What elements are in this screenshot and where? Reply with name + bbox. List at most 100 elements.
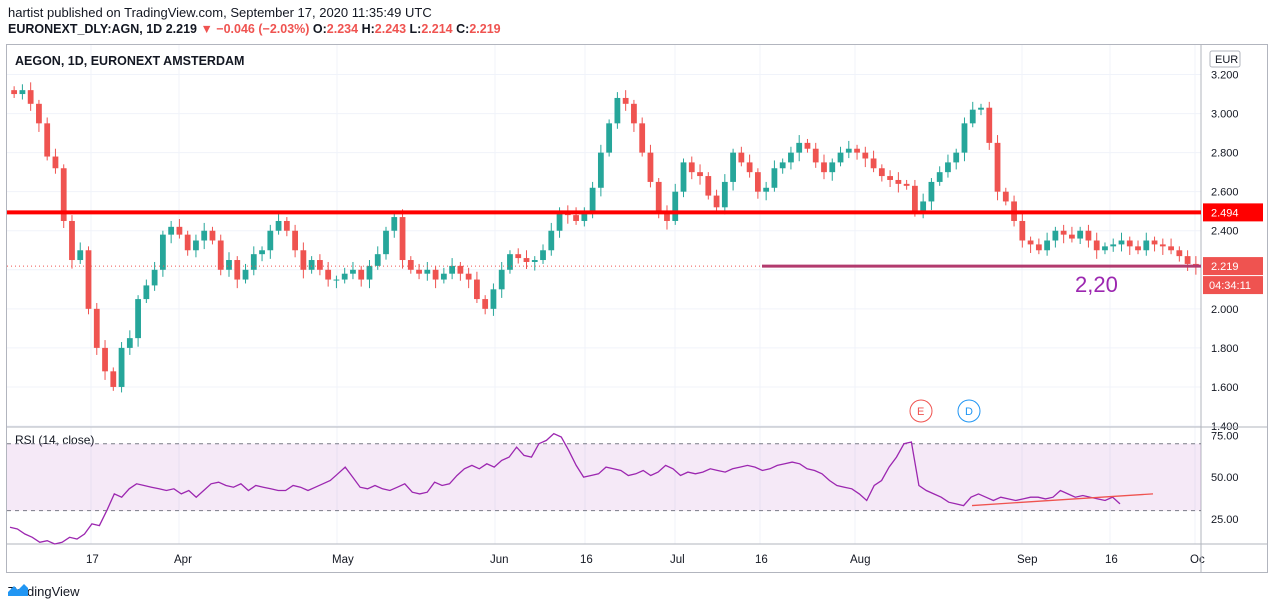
candle-body xyxy=(176,226,183,235)
candle-body xyxy=(1027,240,1034,245)
candle-body xyxy=(118,347,125,387)
candle-body xyxy=(862,152,869,159)
candle-body xyxy=(424,269,431,274)
close-value: 2.219 xyxy=(469,22,501,36)
candle-body xyxy=(622,97,629,104)
time-tick-label: 16 xyxy=(1105,554,1118,566)
last-price: 2.219 xyxy=(165,22,197,36)
candle-body xyxy=(19,90,26,95)
candle-body xyxy=(1044,240,1051,251)
price-tick-label: 2.800 xyxy=(1211,148,1239,160)
candle-body xyxy=(36,103,42,124)
candle-body xyxy=(11,90,18,95)
candle-body xyxy=(474,279,480,300)
candle-body xyxy=(242,269,249,280)
event-marker-label: D xyxy=(965,406,973,418)
candle-body xyxy=(1069,234,1075,239)
candle-body xyxy=(1077,230,1084,239)
chart-title: AEGON, 1D, EURONEXT AMSTERDAM xyxy=(15,54,244,68)
last-price-label xyxy=(1203,257,1263,276)
candle-body xyxy=(581,211,588,221)
candle-body xyxy=(1151,240,1158,245)
chart-container[interactable]: 3.2003.0002.8002.6002.4002.2002.0001.800… xyxy=(6,44,1268,573)
candle-body xyxy=(407,260,414,270)
candle-body xyxy=(1060,230,1067,235)
rsi-tick-label: 25.00 xyxy=(1211,514,1239,526)
candle-body xyxy=(680,162,687,192)
last-price-text: 2.219 xyxy=(1211,261,1239,273)
candle-body xyxy=(168,226,175,235)
time-tick-label: Apr xyxy=(174,554,192,566)
candle-body xyxy=(854,148,860,153)
candle-body xyxy=(1035,244,1042,251)
time-tick-label: Aug xyxy=(850,554,870,566)
candle-body xyxy=(283,220,290,231)
candle-body xyxy=(1118,240,1125,245)
rsi-tick-label: 50.00 xyxy=(1211,472,1239,484)
candle-body xyxy=(193,240,199,251)
candle-body xyxy=(597,152,604,188)
candle-body xyxy=(1143,240,1150,251)
candle-body xyxy=(432,269,439,280)
candle-body xyxy=(738,152,745,163)
candle-body xyxy=(978,107,984,110)
candle-body xyxy=(490,289,497,309)
candle-body xyxy=(143,285,150,300)
candle-body xyxy=(721,181,728,208)
candle-body xyxy=(746,162,753,173)
symbol-label: EURONEXT_DLY:AGN, 1D xyxy=(8,22,163,36)
candle-body xyxy=(383,230,389,255)
resistance-price-text: 2.494 xyxy=(1211,207,1239,219)
candle-body xyxy=(788,152,794,163)
candle-body xyxy=(1102,246,1108,251)
time-tick-label: Sep xyxy=(1017,554,1037,566)
candle-body xyxy=(498,269,505,290)
candle-body xyxy=(217,240,224,270)
chart-svg[interactable]: 3.2003.0002.8002.6002.4002.2002.0001.800… xyxy=(7,45,1267,572)
candle-body xyxy=(151,269,158,286)
candle-body xyxy=(895,179,902,184)
candle-body xyxy=(713,195,720,208)
candle-body xyxy=(292,230,298,251)
candle-body xyxy=(399,217,406,261)
candle-body xyxy=(730,152,736,182)
candle-body xyxy=(333,279,340,281)
candle-body xyxy=(60,168,67,221)
time-tick-label: Jul xyxy=(670,554,685,566)
candle-body xyxy=(986,107,993,143)
high-value: 2.243 xyxy=(374,22,407,36)
candle-body xyxy=(259,250,265,255)
candle-body xyxy=(606,123,613,153)
candle-body xyxy=(829,162,836,173)
rsi-line xyxy=(9,432,1121,545)
candle-body xyxy=(531,260,538,262)
candle-body xyxy=(457,265,464,274)
candle-body xyxy=(771,168,778,188)
candle-body xyxy=(201,230,208,241)
time-tick-label: Jun xyxy=(490,554,509,566)
candle-body xyxy=(308,260,315,270)
candle-body xyxy=(928,181,935,202)
candle-body xyxy=(27,90,34,104)
candle-body xyxy=(275,220,282,231)
publish-info: hartist published on TradingView.com, Se… xyxy=(8,5,432,20)
rsi-trendline xyxy=(971,493,1154,507)
candle-body xyxy=(325,269,332,280)
candle-body xyxy=(969,109,976,124)
change-value: ▼ −0.046 (−2.03%) xyxy=(200,22,310,36)
candle-body xyxy=(548,230,555,251)
price-tick-label: 1.600 xyxy=(1211,382,1239,394)
candle-body xyxy=(135,299,141,339)
price-tick-label: 2.000 xyxy=(1211,304,1239,316)
candle-body xyxy=(961,123,968,153)
price-tick-label: 3.000 xyxy=(1211,109,1239,121)
countdown-text: 04:34:11 xyxy=(1209,280,1251,292)
candle-body xyxy=(920,201,927,212)
countdown-label xyxy=(1203,276,1263,295)
candle-body xyxy=(540,250,546,261)
low-value: 2.214 xyxy=(421,22,453,36)
candle-body xyxy=(1176,250,1183,257)
candle-body xyxy=(945,162,951,173)
candle-body xyxy=(804,142,811,149)
candle-body xyxy=(672,191,679,221)
